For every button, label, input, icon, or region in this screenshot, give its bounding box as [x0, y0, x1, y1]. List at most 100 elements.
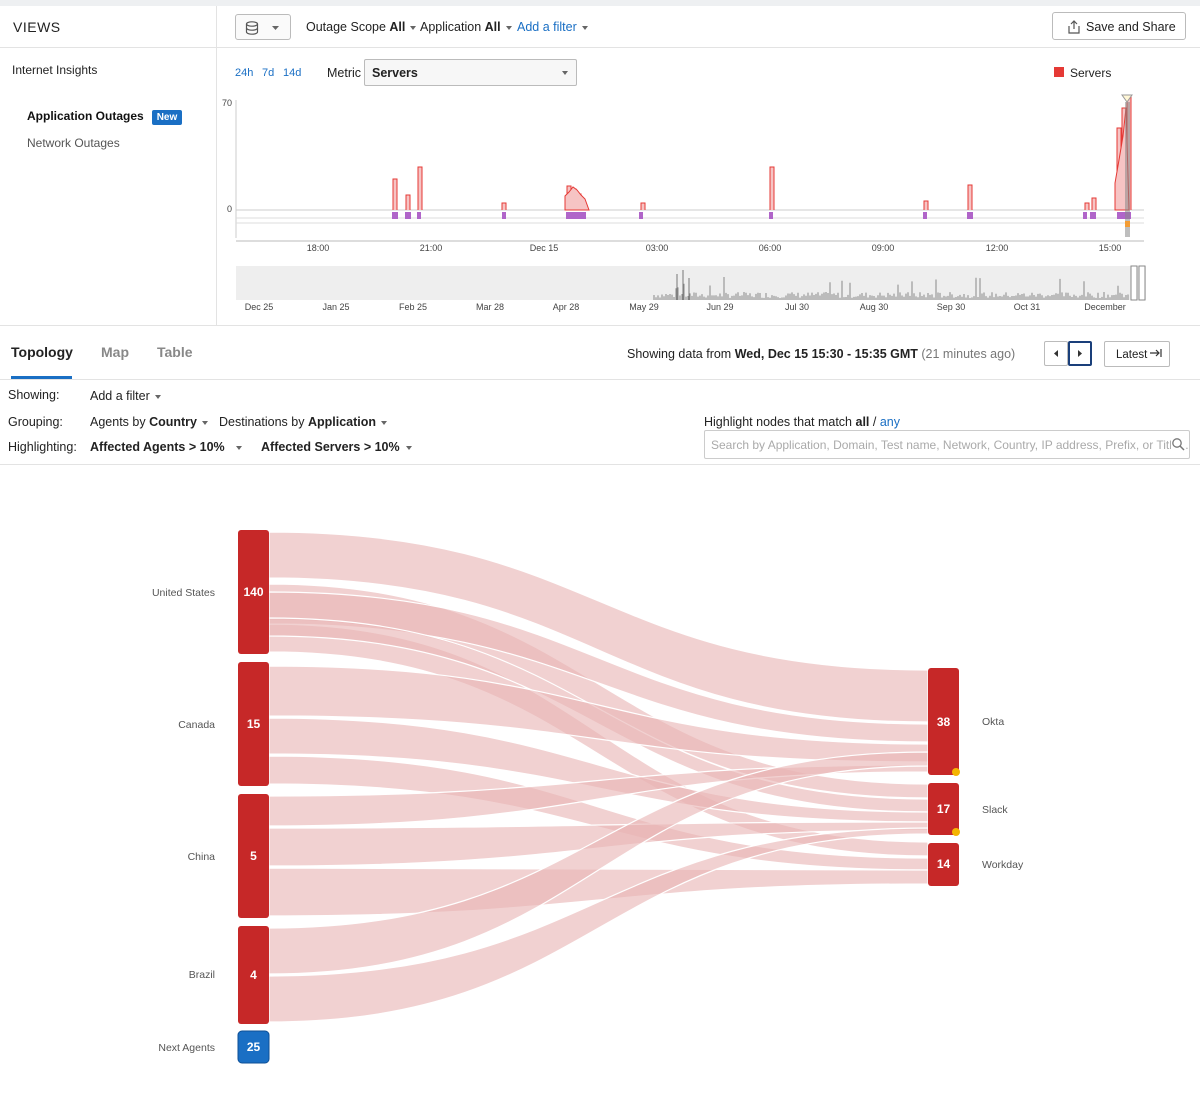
active-tab-indicator: [11, 376, 72, 379]
highlight-servers-select[interactable]: Affected Servers > 10%: [261, 440, 412, 454]
spike-bar: [967, 184, 973, 210]
latest-button[interactable]: Latest: [1104, 341, 1170, 367]
node-value: 25: [247, 1040, 261, 1054]
add-filter-label: Add a filter: [90, 389, 150, 403]
previous-button[interactable]: [1044, 341, 1068, 366]
overview-handle-right[interactable]: [1138, 265, 1146, 301]
node-slack[interactable]: [928, 783, 959, 835]
x-tick: 09:00: [872, 243, 895, 253]
group-agents-select[interactable]: Agents by Country: [90, 415, 208, 429]
event-marker: [923, 212, 927, 219]
chevron-down-icon: [410, 25, 417, 30]
tab-topology[interactable]: Topology: [11, 344, 73, 360]
node-label: Slack: [982, 804, 1008, 816]
application-filter[interactable]: Application All: [420, 20, 512, 34]
spike-bar: [1091, 197, 1097, 210]
overview-tick: Jan 25: [322, 302, 349, 312]
event-marker: [502, 212, 506, 219]
node-label: China: [188, 851, 216, 863]
highlight-value: Affected Agents > 10%: [90, 440, 225, 454]
data-source-button[interactable]: [235, 14, 291, 40]
node-workday[interactable]: [928, 843, 959, 886]
y-tick-70: 70: [222, 98, 232, 108]
selection-cursor[interactable]: [1125, 102, 1130, 237]
showing-label: Showing:: [8, 388, 60, 402]
group-prefix: Agents by: [90, 415, 146, 429]
highlight-search-input[interactable]: Search by Application, Domain, Test name…: [704, 430, 1190, 459]
event-marker: [576, 212, 582, 219]
spike-series: [392, 95, 1132, 219]
node-label: Okta: [982, 716, 1004, 728]
overview-tick: Aug 30: [860, 302, 889, 312]
node-next-agents[interactable]: [237, 1030, 270, 1064]
highlight-agents-select[interactable]: Affected Agents > 10%: [90, 440, 242, 454]
x-tick: 06:00: [759, 243, 782, 253]
time-range: Wed, Dec 15 15:30 - 15:35 GMT: [734, 347, 918, 361]
divider: [0, 464, 1200, 465]
marker-triangle-icon[interactable]: [1121, 94, 1133, 103]
node-okta[interactable]: [928, 668, 959, 775]
sankey-link[interactable]: [268, 751, 929, 975]
spike-bar: [923, 200, 929, 210]
overview-handle-left[interactable]: [1130, 265, 1138, 301]
event-marker: [1117, 212, 1131, 219]
chevron-down-icon: [505, 25, 512, 30]
event-marker: [769, 212, 773, 219]
sidebar-item-network-outages[interactable]: Network Outages: [27, 136, 120, 150]
overview-tick: Apr 28: [553, 302, 580, 312]
topology-diagram[interactable]: 140 United States 15 Canada 5 China 4 Br…: [0, 466, 1200, 1102]
group-destinations-select[interactable]: Destinations by Application: [219, 415, 388, 429]
search-icon: [1171, 437, 1185, 451]
overview-series: [653, 270, 1129, 300]
metric-select[interactable]: Servers: [364, 59, 577, 86]
add-filter-label: Add a filter: [517, 20, 577, 34]
node-value: 5: [250, 849, 257, 863]
sankey-link[interactable]: [268, 827, 929, 1023]
top-strip: [0, 0, 1200, 6]
group-prefix: Destinations by: [219, 415, 305, 429]
node-canada[interactable]: [238, 662, 269, 786]
overview-tick: Jun 29: [706, 302, 733, 312]
showing-add-filter[interactable]: Add a filter: [90, 389, 161, 403]
overview-tick: Oct 31: [1014, 302, 1041, 312]
spike-bar: [1084, 202, 1090, 210]
group-value: Application: [307, 415, 377, 429]
node-united-states[interactable]: [238, 530, 269, 654]
spike-bar: [769, 166, 775, 210]
outage-scope-filter[interactable]: Outage Scope All: [306, 20, 417, 34]
metric-label: Metric: [327, 66, 362, 80]
match-any-option[interactable]: any: [879, 415, 901, 429]
timeline-pane: 24h 7d 14d Metric Servers Servers 70 0 1…: [217, 48, 1200, 326]
views-header: VIEWS: [0, 6, 216, 48]
sidebar-item-label: Application Outages: [27, 109, 144, 123]
highlight-match-text: Highlight nodes that match all / any: [704, 415, 900, 429]
sankey-links: [268, 531, 929, 1023]
next-button[interactable]: [1068, 341, 1092, 366]
overview-strip[interactable]: [236, 266, 1146, 300]
chevron-down-icon: [202, 420, 208, 425]
tab-map[interactable]: Map: [101, 344, 129, 360]
add-filter-link[interactable]: Add a filter: [517, 20, 588, 34]
overview-tick: May 29: [629, 302, 659, 312]
tab-table[interactable]: Table: [157, 344, 193, 360]
overview-tick: Dec 25: [245, 302, 274, 312]
node-brazil[interactable]: [238, 926, 269, 1024]
range-14d[interactable]: 14d: [283, 67, 302, 79]
divider: [0, 379, 1200, 380]
overview-tick: Mar 28: [476, 302, 504, 312]
sidebar-group-internet-insights[interactable]: Internet Insights: [12, 63, 98, 77]
range-24h[interactable]: 24h: [235, 67, 254, 79]
metric-value: Servers: [372, 66, 418, 80]
range-7d[interactable]: 7d: [262, 67, 275, 79]
sidebar-item-application-outages[interactable]: Application Outages New: [27, 109, 183, 125]
divider: [0, 325, 1200, 326]
chevron-left-icon: [1054, 350, 1058, 357]
chevron-down-icon: [581, 25, 588, 30]
save-share-label: Save and Share: [1086, 20, 1176, 34]
match-all-option[interactable]: all: [855, 415, 870, 429]
save-and-share-button[interactable]: Save and Share: [1052, 12, 1186, 40]
event-marker: [1090, 212, 1096, 219]
node-china[interactable]: [238, 794, 269, 918]
time-ago: (21 minutes ago): [921, 347, 1016, 361]
timeline-chart[interactable]: 70 0 18:00 21:00 Dec 15 03:00 06:00 09:0…: [217, 48, 1200, 326]
